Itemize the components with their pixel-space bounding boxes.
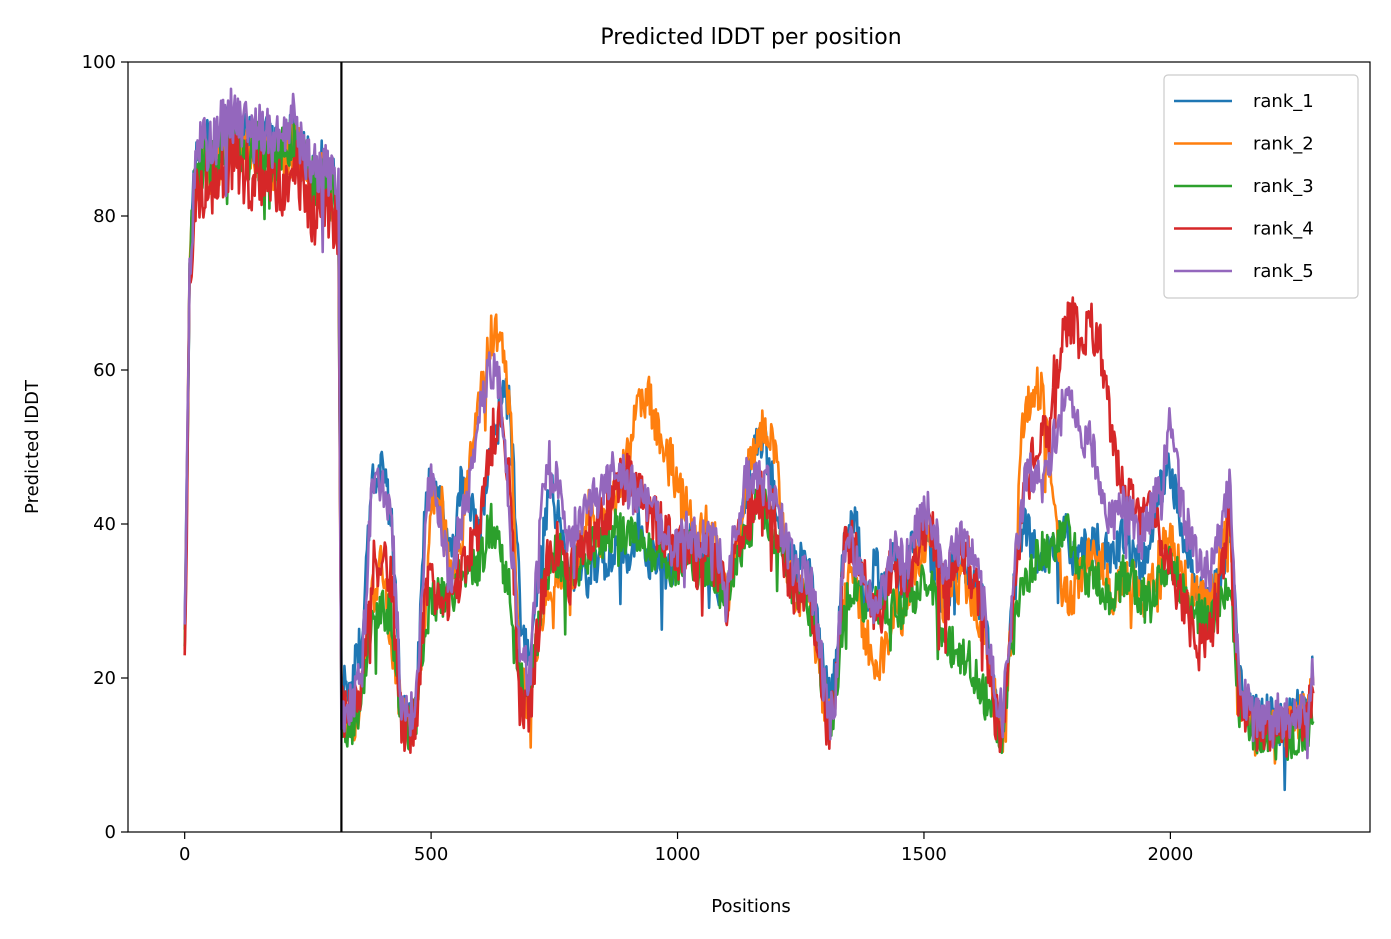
- legend-label-rank_2: rank_2: [1253, 134, 1314, 155]
- chart-title: Predicted lDDT per position: [600, 25, 901, 50]
- legend-label-rank_5: rank_5: [1253, 261, 1314, 282]
- y-tick-label: 80: [93, 206, 116, 227]
- legend-label-rank_3: rank_3: [1253, 176, 1314, 197]
- series-line-rank_5: [183, 87, 1315, 760]
- legend-items: rank_1 rank_2 rank_3 rank_4 rank_5: [1174, 91, 1314, 282]
- legend-label-rank_1: rank_1: [1253, 91, 1314, 112]
- x-tick-label: 1500: [901, 844, 947, 865]
- series-lines: [183, 87, 1315, 792]
- legend: rank_1 rank_2 rank_3 rank_4 rank_5: [1163, 74, 1359, 299]
- x-tick-label: 2000: [1147, 844, 1193, 865]
- legend-box: [1163, 74, 1359, 299]
- y-tick-label: 40: [93, 514, 116, 535]
- x-axis-label: Positions: [711, 896, 790, 917]
- y-tick-label: 20: [93, 668, 116, 689]
- x-tick-label: 500: [414, 844, 448, 865]
- series-line-rank_4: [183, 130, 1315, 758]
- legend-label-rank_4: rank_4: [1253, 219, 1314, 240]
- plot-frame: [127, 61, 1371, 833]
- y-tick-label: 60: [93, 360, 116, 381]
- axis-ticks: 0 500 1000 1500 2000 0 20 40 60 80 100: [82, 52, 1194, 865]
- x-tick-label: 0: [179, 844, 190, 865]
- y-tick-label: 0: [105, 822, 116, 843]
- x-tick-label: 1000: [655, 844, 701, 865]
- y-tick-label: 100: [82, 52, 116, 73]
- y-axis-label: Predicted lDDT: [22, 379, 43, 514]
